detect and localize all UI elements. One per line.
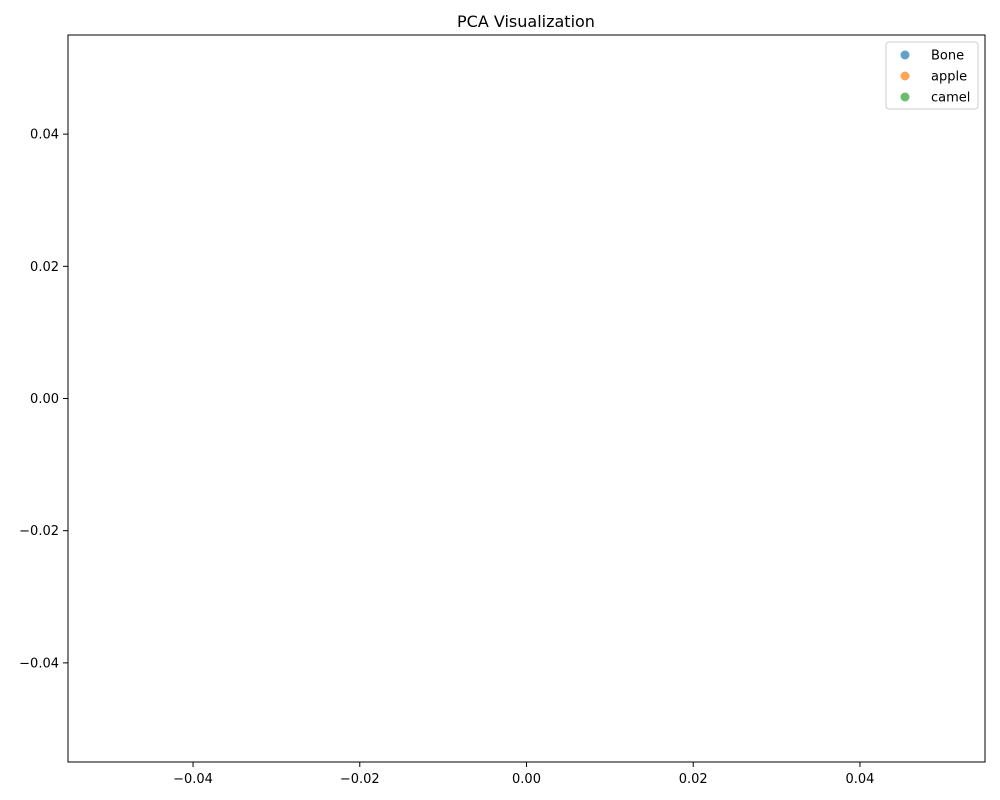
x-tick-label: −0.02	[340, 772, 380, 787]
x-tick-label: −0.04	[173, 772, 213, 787]
legend-marker-camel	[900, 92, 910, 102]
legend-label-bone: Bone	[931, 49, 964, 64]
legend-box	[885, 41, 979, 110]
legend-marker-apple	[900, 71, 910, 81]
plot-area	[67, 34, 986, 763]
plot-frame	[67, 34, 986, 763]
y-tick-label: 0.04	[30, 128, 59, 143]
legend-marker-bone	[900, 50, 910, 60]
y-tick-label: 0.00	[30, 392, 59, 407]
y-axis: −0.04 −0.02 0.00 0.02 0.04	[19, 128, 68, 671]
y-tick-label: 0.02	[30, 260, 59, 275]
x-tick-label: 0.04	[845, 772, 874, 787]
y-tick-label: −0.02	[19, 524, 59, 539]
legend-label-camel: camel	[931, 91, 970, 106]
y-tick-label: −0.04	[19, 656, 59, 671]
x-tick-label: 0.00	[512, 772, 541, 787]
chart-title: PCA Visualization	[457, 12, 595, 31]
legend-label-apple: apple	[931, 70, 967, 85]
x-axis: −0.04 −0.02 0.00 0.02 0.04	[173, 762, 874, 787]
legend: Bone apple camel	[885, 41, 979, 110]
x-tick-label: 0.02	[679, 772, 708, 787]
